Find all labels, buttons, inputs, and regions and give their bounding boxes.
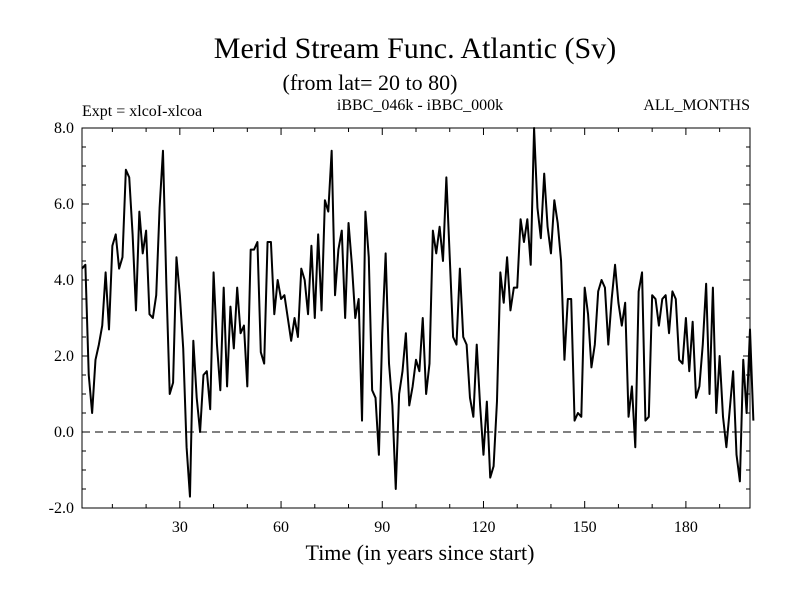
x-tick-label: 30 [172,519,188,536]
y-tick-label: 0.0 [54,424,74,441]
x-axis-label: Time (in years since start) [306,540,535,565]
x-tick-label: 120 [471,519,495,536]
plot-area [81,127,755,498]
experiment-label: Expt = xlcoI-xlcoa [82,103,202,120]
chart-title: Merid Stream Func. Atlantic (Sv) [214,32,616,65]
x-tick-label: 90 [374,519,390,536]
y-tick-label: -2.0 [49,500,74,517]
x-tick-label: 180 [674,519,698,536]
y-tick-label: 4.0 [54,272,74,289]
chart-subtitle: (from lat= 20 to 80) [283,70,458,95]
comparison-label: iBBC_046k - iBBC_000k [337,97,503,114]
x-tick-label: 150 [573,519,597,536]
x-axis: 30 60 90 120 150 180 [111,128,721,536]
y-tick-label: 2.0 [54,348,74,365]
y-axis: -2.0 0.0 2.0 4.0 6.0 8.0 [49,120,750,517]
y-tick-label: 6.0 [54,196,74,213]
months-label: ALL_MONTHS [643,97,750,114]
series-line [81,127,755,498]
x-tick-label: 60 [273,519,289,536]
y-tick-label: 8.0 [54,120,74,137]
